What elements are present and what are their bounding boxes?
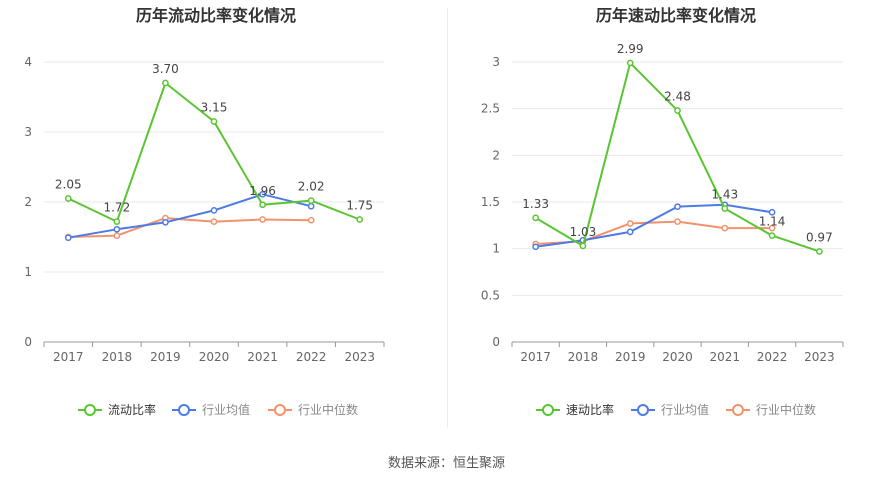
x-tick-label: 2023 [344,350,375,364]
y-tick-label: 0.5 [481,288,500,302]
series-line-industry-median [68,217,312,238]
legend-marker [84,404,96,416]
data-label: 0.97 [806,230,833,244]
legend-label: 速动比率 [566,402,614,417]
data-point [768,232,776,239]
y-tick-label: 2 [492,148,500,162]
data-point [532,243,539,251]
x-tick-label: 2022 [757,350,788,364]
data-label: 1.72 [103,201,130,215]
data-point [162,218,169,226]
data-point [674,203,681,211]
y-tick-label: 2 [24,195,32,209]
data-point [259,190,266,198]
data-point [532,214,539,222]
legend-label: 行业中位数 [756,402,816,417]
legend-label: 行业均值 [202,402,250,417]
source-value: 恒生聚源 [453,456,506,471]
data-label: 2.05 [55,178,82,192]
legend-label: 行业均值 [661,402,709,417]
data-point [626,220,634,227]
x-tick-label: 2018 [568,350,599,364]
data-point [356,216,364,223]
y-tick-label: 4 [24,55,32,69]
data-point [674,218,681,225]
data-point [579,242,587,250]
data-label: 1.14 [759,215,786,229]
data-label: 1.33 [522,197,549,211]
data-label: 1.96 [249,184,276,198]
data-label: 2.02 [298,180,325,194]
charts-canvas: 历年流动比率变化情况 0 1 2 3 4 2017 2018 2019 2020 2021 2022 2… [24,6,844,417]
x-tick-label: 2022 [296,350,327,364]
data-source: 数据来源：恒生聚源 [0,452,893,471]
y-tick-label: 3 [24,125,32,139]
data-point [259,201,266,209]
data-point [113,225,121,233]
data-point [210,207,218,214]
data-label: 1.03 [570,225,597,239]
chart-divider [447,8,448,428]
legend-label: 行业中位数 [298,402,358,417]
y-tick-label: 3 [492,55,500,69]
data-point [307,202,315,210]
x-tick-label: 2019 [150,350,181,364]
legend-marker [178,404,190,416]
data-label: 1.75 [346,199,373,213]
legend-label: 流动比率 [108,402,156,417]
data-label: 2.99 [617,42,644,56]
x-tick-label: 2023 [804,350,835,364]
data-point [64,234,72,242]
data-label: 3.70 [152,62,179,76]
data-point [307,197,315,204]
y-tick-label: 1 [492,242,500,256]
data-point [64,195,72,202]
data-label: 3.15 [201,101,228,115]
data-point [307,216,315,224]
x-tick-label: 2021 [247,350,278,364]
data-point [259,216,266,223]
chart-title: 历年流动比率变化情况 [136,6,296,25]
data-point [210,118,218,125]
data-point [113,232,121,239]
data-point [162,79,169,87]
x-tick-label: 2020 [199,350,230,364]
x-tick-label: 2019 [615,350,646,364]
x-tick-label: 2017 [53,350,84,364]
data-point [674,107,681,114]
data-label: 1.43 [711,188,738,202]
data-point [626,59,634,67]
x-tick-label: 2017 [520,350,551,364]
x-tick-label: 2018 [102,350,133,364]
series-line-industry-mean [68,193,312,239]
y-tick-label: 0 [492,335,500,349]
data-point [721,205,729,212]
data-point [768,224,776,232]
y-tick-label: 1.5 [481,195,500,209]
legend-marker [637,404,649,416]
y-tick-label: 2.5 [481,102,500,116]
y-tick-label: 0 [24,335,32,349]
data-label: 2.48 [664,90,691,104]
data-point [721,224,729,232]
data-point [210,218,218,225]
x-tick-label: 2021 [710,350,741,364]
source-label: 数据来源： [387,456,453,471]
chart-title: 历年速动比率变化情况 [596,6,756,25]
legend-marker [732,404,744,416]
data-point [816,248,823,255]
legend-marker [542,404,554,416]
data-point [113,218,121,225]
data-point [768,208,776,216]
legend-marker [274,404,286,416]
data-point [626,228,634,236]
x-tick-label: 2020 [662,350,693,364]
y-tick-label: 1 [24,265,32,279]
